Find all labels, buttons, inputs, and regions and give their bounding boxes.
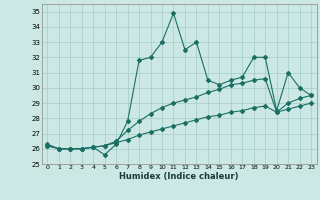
X-axis label: Humidex (Indice chaleur): Humidex (Indice chaleur) <box>119 172 239 181</box>
